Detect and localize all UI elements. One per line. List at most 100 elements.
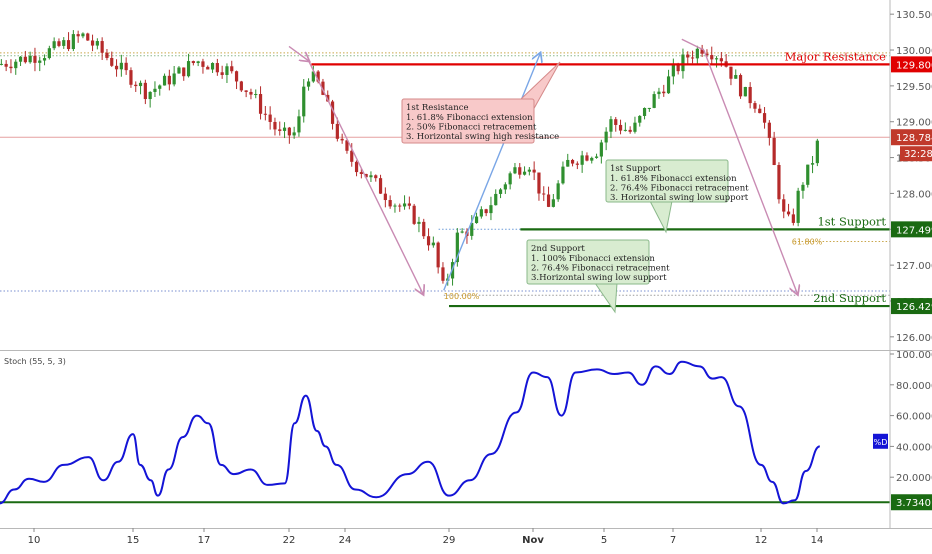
candle-body xyxy=(268,114,272,122)
candle-body xyxy=(81,33,85,37)
candle-body xyxy=(287,127,291,136)
candle-body xyxy=(657,91,661,95)
candle-body xyxy=(705,53,709,56)
candle-body xyxy=(729,66,733,79)
candle-body xyxy=(609,119,613,132)
candle-body xyxy=(302,86,306,117)
candle-body xyxy=(714,58,719,60)
countdown-label: 32:28 xyxy=(904,149,932,160)
candle-body xyxy=(306,81,311,87)
candle-body xyxy=(503,184,507,190)
candle-body xyxy=(782,199,786,212)
candle-body xyxy=(378,178,383,194)
candle-body xyxy=(417,221,421,224)
candle-body xyxy=(254,94,258,96)
candle-body xyxy=(172,73,176,85)
level-name: 2nd Support xyxy=(813,291,886,305)
candle-body xyxy=(753,103,757,109)
candle-body xyxy=(638,115,642,123)
candle-body xyxy=(518,167,522,175)
candle-body xyxy=(786,211,791,215)
stoch-indicator-label: Stoch (55, 5, 3) xyxy=(4,357,66,366)
candle-body xyxy=(532,169,536,173)
candle-body xyxy=(124,62,128,71)
candle-body xyxy=(316,71,320,82)
support-2-callout-line: 1. 100% Fibonacci extension xyxy=(531,254,655,264)
candle-body xyxy=(762,113,767,123)
candle-body xyxy=(249,91,253,95)
candle-body xyxy=(815,140,819,164)
level-name: 1st Support xyxy=(817,214,886,228)
candle-body xyxy=(86,33,90,41)
candle-body xyxy=(527,169,531,172)
price-tick-label: 126.000 xyxy=(896,333,932,344)
candle-body xyxy=(201,61,205,67)
candle-body xyxy=(158,85,162,89)
candle-body xyxy=(594,156,599,158)
candle-body xyxy=(412,205,416,224)
candle-body xyxy=(95,41,99,46)
candle-body xyxy=(623,129,627,131)
candle-body xyxy=(278,129,282,131)
candle-body xyxy=(14,61,18,69)
candle-body xyxy=(129,70,133,85)
candle-body xyxy=(258,94,263,114)
candle-body xyxy=(671,65,675,77)
candle-body xyxy=(748,86,752,104)
candle-body xyxy=(138,82,143,87)
time-tick-label: 7 xyxy=(670,535,676,546)
candle-body xyxy=(455,232,459,263)
candle-body xyxy=(604,131,608,143)
stoch-tick-label: 80.0000 xyxy=(896,381,932,392)
grid-layer xyxy=(0,52,890,296)
candle-body xyxy=(676,65,680,72)
price-tick-label: 129.500 xyxy=(896,82,932,93)
candle-body xyxy=(772,137,776,165)
candle-body xyxy=(618,124,623,131)
candle-body xyxy=(806,164,810,185)
candle-body xyxy=(62,40,66,46)
candle-body xyxy=(628,129,632,132)
current-price-label-bg xyxy=(891,129,932,146)
time-tick-label: 12 xyxy=(755,535,768,546)
projection-arrow xyxy=(703,49,798,294)
time-tick-label: 22 xyxy=(283,535,296,546)
support-2-callout-box xyxy=(526,239,650,285)
candle-body xyxy=(719,58,723,62)
price-tick-label: 129.000 xyxy=(896,118,932,129)
support-1-callout-box xyxy=(605,159,729,203)
support-2-callout-pointer xyxy=(594,282,618,314)
current-price-label: 128.784 xyxy=(896,133,932,144)
candle-body xyxy=(422,221,426,237)
time-tick-label: 5 xyxy=(601,535,607,546)
support-1-price-label: 127.499 xyxy=(896,225,932,236)
candle-body xyxy=(700,48,704,54)
candle-body xyxy=(210,63,215,70)
candle-body xyxy=(522,171,527,175)
candle-body xyxy=(292,132,296,136)
resistance-price-label-bg xyxy=(891,56,932,73)
candle-body xyxy=(734,75,738,79)
candles-layer xyxy=(0,30,819,286)
candle-body xyxy=(148,91,152,100)
time-tick-label: 14 xyxy=(811,535,824,546)
time-tick-label: 29 xyxy=(443,535,456,546)
candle-body xyxy=(695,48,699,59)
candle-body xyxy=(186,61,191,77)
resistance-callout-line: 1. 61.8% Fibonacci extension xyxy=(406,113,533,123)
candle-body xyxy=(556,183,560,200)
candle-body xyxy=(359,172,363,174)
candle-body xyxy=(38,60,42,63)
candle-body xyxy=(66,40,71,50)
candle-body xyxy=(546,194,551,207)
candle-body xyxy=(710,55,714,60)
candle-body xyxy=(9,66,13,69)
candle-body xyxy=(47,48,51,59)
candle-body xyxy=(297,116,301,133)
candle-body xyxy=(575,163,579,165)
candle-body xyxy=(4,63,8,67)
